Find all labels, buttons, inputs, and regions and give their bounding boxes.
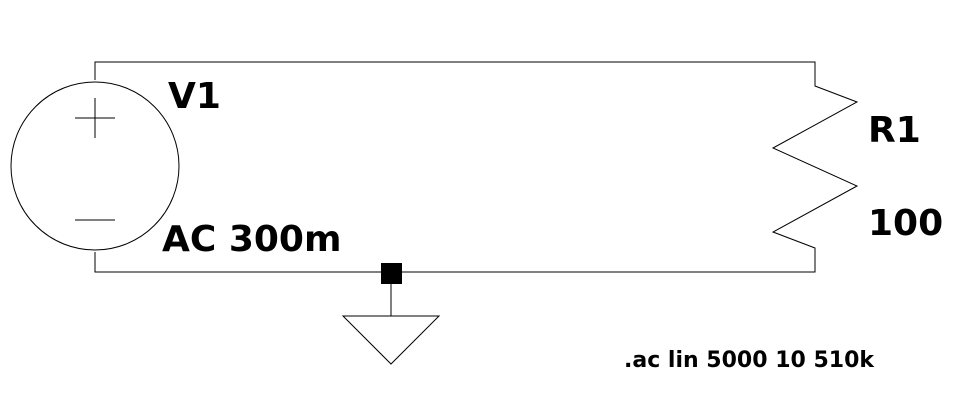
- voltage-source-v1[interactable]: [10, 81, 180, 251]
- resistor-value-label[interactable]: 100: [868, 203, 943, 244]
- resistor-r1[interactable]: [771, 80, 859, 254]
- spice-directive[interactable]: .ac lin 5000 10 510k: [624, 348, 875, 373]
- ground-symbol[interactable]: [341, 315, 441, 365]
- bottom-wire[interactable]: [94, 252, 816, 273]
- source-name-label[interactable]: V1: [168, 76, 221, 117]
- voltage-source-circle: [10, 81, 180, 251]
- source-value-label[interactable]: AC 300m: [162, 219, 341, 260]
- resistor-name-label[interactable]: R1: [868, 110, 921, 151]
- top-wire[interactable]: [94, 61, 816, 80]
- junction-node[interactable]: [381, 263, 402, 284]
